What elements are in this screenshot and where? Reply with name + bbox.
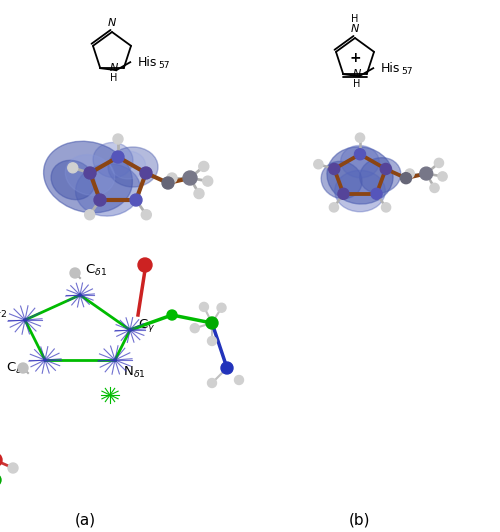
Text: His: His [381,62,400,74]
Ellipse shape [334,170,386,212]
Text: N$_{\delta 1}$: N$_{\delta 1}$ [123,364,146,379]
Text: +: + [349,51,361,65]
Ellipse shape [44,141,132,213]
Circle shape [382,203,390,212]
Text: H: H [110,73,118,83]
Ellipse shape [110,151,146,179]
Circle shape [0,474,1,486]
Circle shape [0,453,2,467]
Ellipse shape [340,145,380,178]
Circle shape [217,303,226,312]
Ellipse shape [327,147,393,204]
Ellipse shape [108,147,158,187]
Circle shape [8,463,18,473]
Circle shape [221,362,233,374]
Text: His: His [138,56,158,69]
Ellipse shape [93,143,133,178]
Circle shape [328,163,340,174]
Circle shape [167,173,177,183]
Text: C$_{\gamma}$: C$_{\gamma}$ [138,317,155,334]
Ellipse shape [66,155,114,195]
Text: (a): (a) [74,512,96,528]
Circle shape [140,167,152,179]
Circle shape [68,163,78,173]
Circle shape [338,188,349,200]
Text: H: H [353,79,360,89]
Text: 57: 57 [401,66,412,76]
Ellipse shape [51,160,95,200]
Circle shape [142,210,152,220]
Circle shape [356,133,364,142]
Circle shape [434,159,444,168]
Text: H: H [352,14,358,24]
Circle shape [202,176,212,186]
Circle shape [94,194,106,206]
Ellipse shape [76,164,140,216]
Circle shape [208,337,216,345]
Circle shape [84,210,94,220]
Circle shape [405,169,414,178]
Circle shape [371,188,382,200]
Circle shape [208,378,216,387]
Circle shape [438,172,447,181]
Ellipse shape [360,157,401,193]
Text: C$_{\delta 1}$: C$_{\delta 1}$ [85,262,107,278]
Circle shape [190,323,200,332]
Circle shape [167,310,177,320]
Circle shape [380,163,392,174]
Circle shape [420,167,432,180]
Circle shape [330,203,338,212]
Circle shape [314,160,323,169]
Ellipse shape [321,161,362,198]
Circle shape [400,173,411,184]
Circle shape [112,151,124,163]
Circle shape [199,161,209,171]
Text: N: N [351,24,359,34]
Text: N: N [352,69,361,79]
Circle shape [206,317,218,329]
Circle shape [194,188,204,198]
Circle shape [162,177,174,189]
Circle shape [130,194,142,206]
Text: C$_{\varepsilon 1}$: C$_{\varepsilon 1}$ [6,361,27,376]
Circle shape [183,171,197,185]
Circle shape [70,268,80,278]
Circle shape [430,184,439,193]
Text: N: N [110,63,118,73]
Text: N$_{\varepsilon 2}$: N$_{\varepsilon 2}$ [0,304,7,320]
Text: N: N [108,18,116,28]
Circle shape [113,134,123,144]
Circle shape [138,258,152,272]
Text: (b): (b) [349,512,371,528]
Circle shape [18,363,28,373]
Circle shape [234,376,244,385]
Circle shape [84,167,96,179]
Text: 57: 57 [158,61,170,70]
Circle shape [200,302,208,311]
Circle shape [354,149,366,160]
